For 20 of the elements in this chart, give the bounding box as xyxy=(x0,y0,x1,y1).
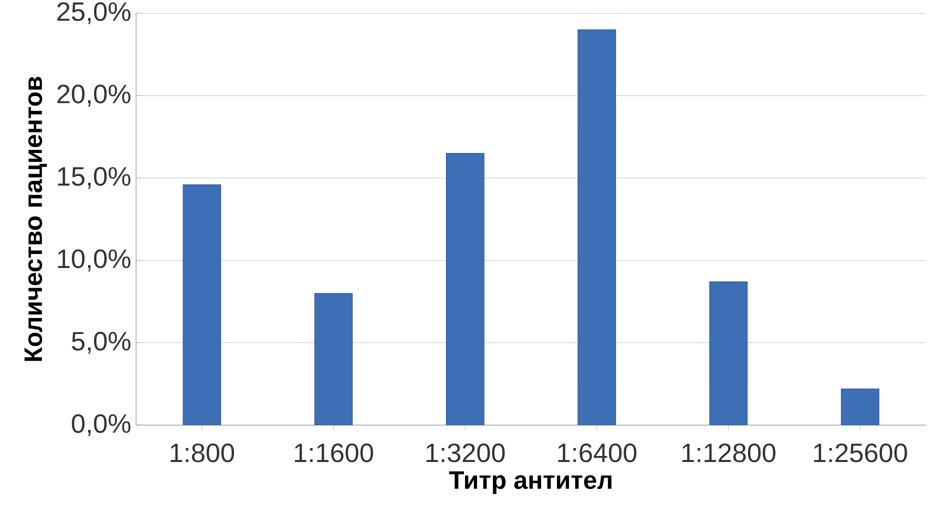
bar xyxy=(446,152,484,426)
x-axis-title: Титр антител xyxy=(449,471,612,494)
x-tick-label: 1:1600 xyxy=(294,443,374,462)
x-tick-label: 1:25600 xyxy=(814,443,908,462)
x-tick-label: 1:6400 xyxy=(558,443,636,462)
y-axis-title: Количество пациентов xyxy=(24,76,47,361)
bar xyxy=(578,29,616,426)
x-tick-label: 1:800 xyxy=(170,443,234,462)
bar xyxy=(840,388,880,426)
x-tick-label: 1:12800 xyxy=(682,443,776,462)
y-tick-label: 0,0% xyxy=(72,414,130,436)
bar xyxy=(314,293,353,426)
x-tick-label: 1:3200 xyxy=(426,443,505,462)
y-tick-label: 5,0% xyxy=(72,332,130,354)
bar xyxy=(182,184,222,426)
y-tick-label: 25,0% xyxy=(57,2,130,24)
bar xyxy=(709,282,748,426)
y-tick-label: 15,0% xyxy=(58,166,130,189)
y-tick-label: 10,0% xyxy=(58,249,130,272)
y-tick-label: 20,0% xyxy=(57,84,130,107)
